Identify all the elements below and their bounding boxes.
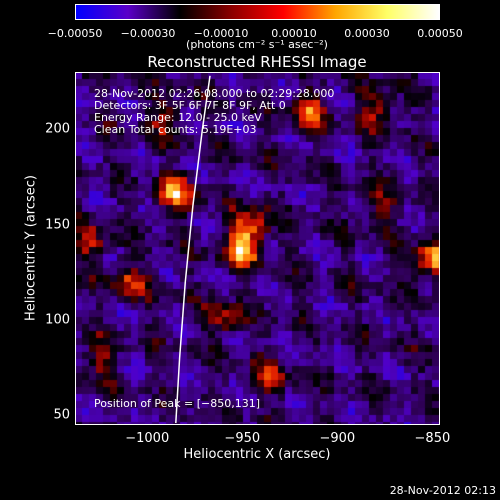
annotation-line: Energy Range: 12.0 - 25.0 keV	[94, 111, 262, 124]
colorbar-tick-label: −0.00050	[47, 27, 103, 40]
solar-limb-overlay	[175, 75, 211, 424]
annotation-line: Clean Total counts: 5.19E+03	[94, 123, 257, 136]
annotation-line: 28-Nov-2012 02:26:08.000 to 02:29:28.000	[94, 87, 335, 100]
colorbar	[75, 4, 440, 20]
solar-limb-line	[175, 75, 211, 424]
colorbar-label: (photons cm⁻² s⁻¹ asec⁻²)	[186, 38, 328, 51]
annotation-line: Detectors: 3F 5F 6F 7F 8F 9F, Att 0	[94, 99, 286, 112]
x-axis-label: Heliocentric X (arcsec)	[183, 447, 331, 462]
x-tick-label: −850	[414, 431, 451, 446]
y-tick-label: 100	[45, 312, 70, 328]
x-tick-label: −900	[319, 431, 356, 446]
x-tick-label: −1000	[125, 431, 170, 446]
x-tick-label: −950	[224, 431, 261, 446]
colorbar-tick-label: −0.00030	[120, 27, 176, 40]
chart-title: Reconstructed RHESSI Image	[147, 53, 367, 71]
colorbar-tick-label: 0.00030	[344, 27, 390, 40]
y-tick-label: 200	[45, 121, 70, 137]
colorbar-tick-label: −0.00010	[193, 27, 249, 40]
heatmap-image	[75, 72, 440, 425]
colorbar-tick-label: 0.00010	[271, 27, 317, 40]
y-axis-label: Heliocentric Y (arcsec)	[23, 175, 39, 321]
y-tick-label: 50	[53, 407, 70, 423]
peak-position-label: Position of Peak = [−850,131]	[94, 397, 261, 410]
render-timestamp: 28-Nov-2012 02:13	[389, 484, 496, 497]
y-tick-label: 150	[45, 217, 70, 233]
colorbar-tick-label: 0.00050	[417, 27, 463, 40]
